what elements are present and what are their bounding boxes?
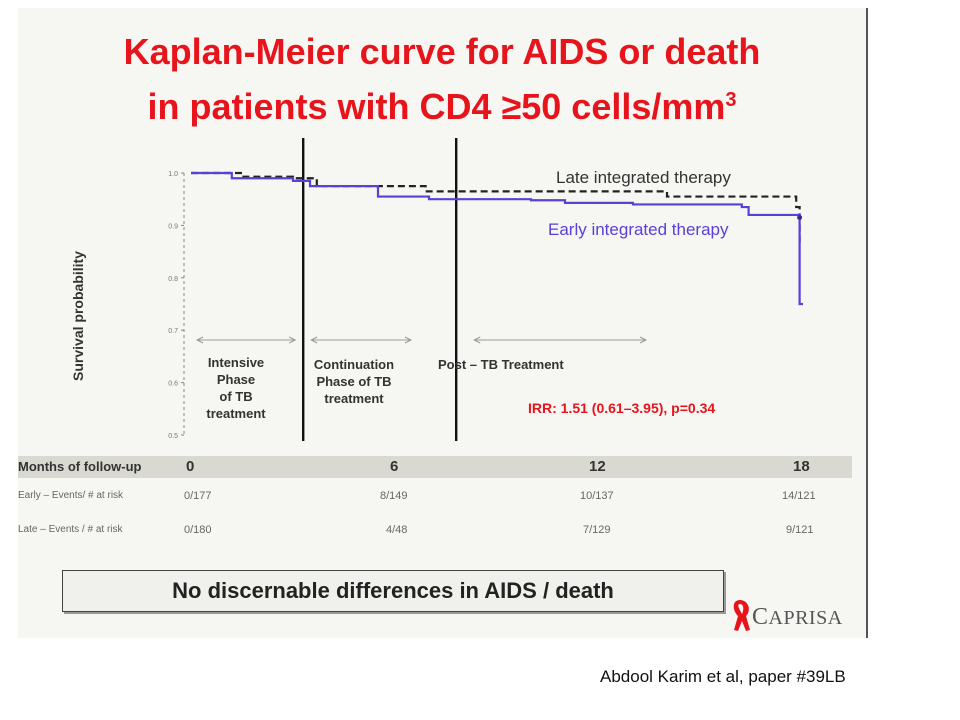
y-tick-label: 1.0 <box>168 171 178 178</box>
risk-cell: 9/121 <box>786 524 814 536</box>
slide: Kaplan-Meier curve for AIDS or death in … <box>18 8 868 638</box>
legend-late: Late integrated therapy <box>556 168 731 187</box>
irr-annotation: IRR: 1.51 (0.61–3.95), p=0.34 <box>528 400 716 416</box>
caprisa-ribbon-icon <box>733 600 750 631</box>
title-line-2: in patients with CD4 ≥50 cells/mm <box>147 86 726 127</box>
y-tick-label: 0.8 <box>168 276 178 283</box>
follow-up-label: Months of follow-up <box>18 459 142 474</box>
caprisa-logo-text: CAPRISA <box>752 604 843 630</box>
risk-cell: 0/180 <box>184 524 212 536</box>
x-tick-18: 18 <box>793 458 810 475</box>
phase-arrow-head <box>195 336 204 344</box>
y-tick-label: 0.9 <box>168 223 178 230</box>
follow-up-bar <box>18 456 852 478</box>
legend-early: Early integrated therapy <box>548 220 729 239</box>
risk-cell: 7/129 <box>583 524 611 536</box>
y-axis-label: Survival probability <box>70 251 86 381</box>
title-superscript: 3 <box>725 89 737 111</box>
conclusion-box: No discernable differences in AIDS / dea… <box>62 570 724 612</box>
y-tick-label: 0.6 <box>168 381 178 388</box>
y-tick-label: 0.7 <box>168 328 178 335</box>
phase-arrow-head <box>404 336 413 344</box>
phase-arrow-head <box>473 336 481 344</box>
series-early-line <box>191 171 803 306</box>
x-tick-12: 12 <box>589 458 606 475</box>
phase-arrow-head <box>310 336 318 344</box>
risk-cell: 14/121 <box>782 490 816 502</box>
series-late-line <box>191 171 801 247</box>
x-tick-6: 6 <box>390 458 399 475</box>
phase-arrow-head <box>288 336 297 344</box>
km-chart: 1.0 0.9 0.8 0.7 0.6 0.5 <box>168 138 803 441</box>
phase-intensive-label: Intensive Phase of TB treatment <box>206 355 266 421</box>
series-early-end-marker <box>797 215 803 221</box>
slide-title: Kaplan-Meier curve for AIDS or death in … <box>18 28 866 131</box>
risk-row-early-label: Early – Events/ # at risk <box>18 490 124 501</box>
risk-cell: 8/149 <box>380 490 408 502</box>
phase-post-tb-label: Post – TB Treatment <box>438 357 564 372</box>
x-tick-0: 0 <box>186 458 195 475</box>
risk-cell: 10/137 <box>580 490 614 502</box>
risk-cell: 4/48 <box>386 524 408 536</box>
phase-continuation-label: Continuation Phase of TB treatment <box>313 357 395 406</box>
phase-arrow-head <box>639 336 648 344</box>
citation: Abdool Karim et al, paper #39LB <box>600 667 846 686</box>
y-tick-label: 0.5 <box>168 433 178 440</box>
risk-cell: 0/177 <box>184 490 212 502</box>
risk-row-late-label: Late – Events / # at risk <box>18 524 123 535</box>
title-line-1: Kaplan-Meier curve for AIDS or death <box>123 31 761 72</box>
